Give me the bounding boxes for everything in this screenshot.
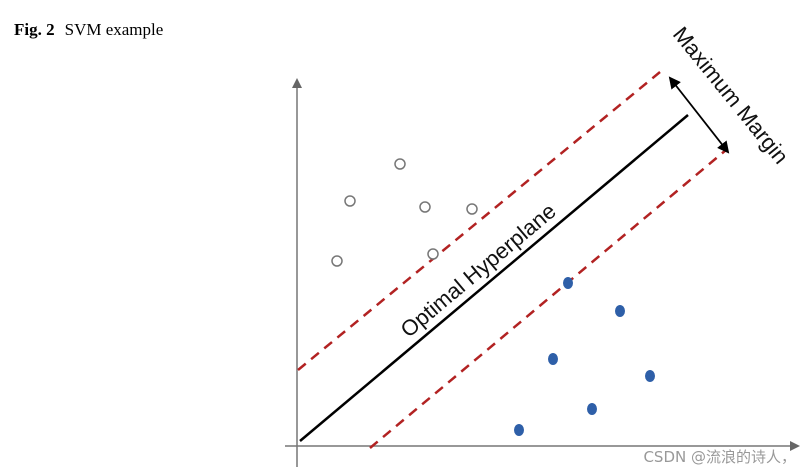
margin-label: Maximum Margin (668, 22, 794, 169)
point (344, 195, 356, 207)
point (331, 255, 343, 267)
point (419, 201, 431, 213)
point (587, 403, 597, 415)
point (394, 158, 406, 170)
class-b-points (514, 277, 655, 436)
point (514, 424, 524, 436)
point (548, 353, 558, 365)
point (427, 248, 439, 260)
hyperplane (299, 114, 689, 442)
caption-text: SVM example (64, 20, 164, 39)
point (563, 277, 573, 289)
caption: Fig. 2 SVM example (14, 20, 163, 40)
point (466, 203, 478, 215)
class-a-points (331, 158, 478, 267)
caption-label: Fig. 2 (14, 20, 55, 39)
point (615, 305, 625, 317)
margin-arrow (668, 76, 730, 154)
watermark: CSDN @流浪的诗人， (643, 448, 796, 466)
point (645, 370, 655, 382)
margin-line (297, 71, 661, 371)
margin-line (369, 149, 727, 449)
